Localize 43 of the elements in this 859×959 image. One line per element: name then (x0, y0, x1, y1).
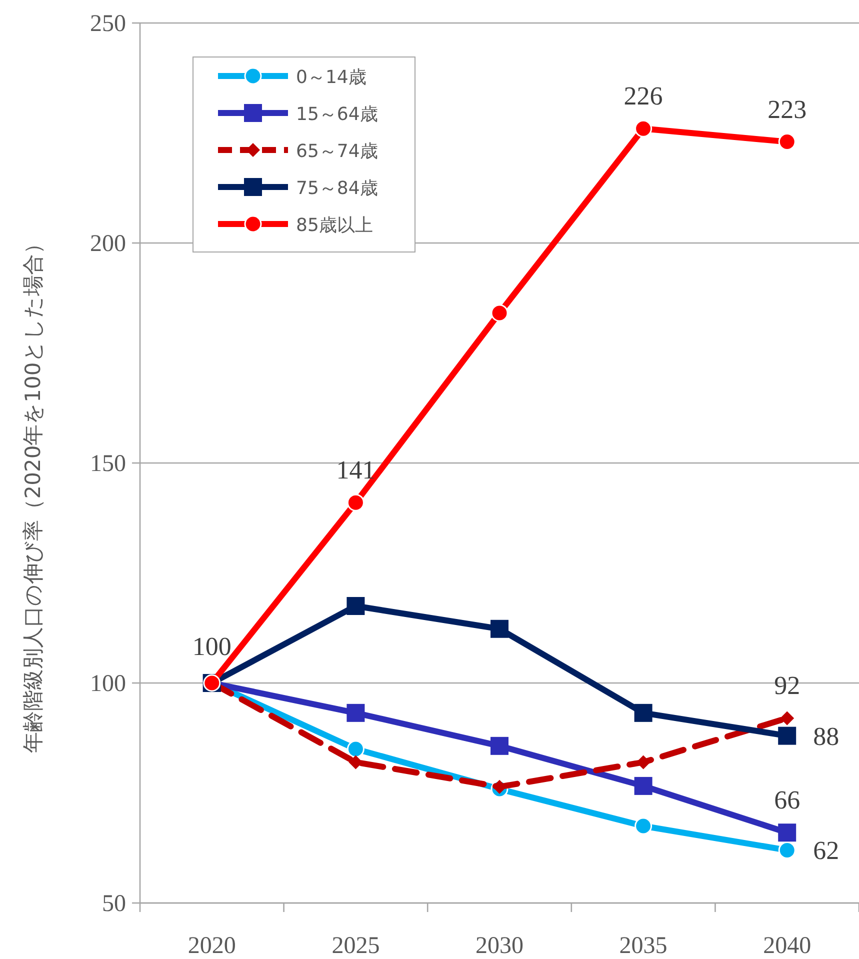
point (778, 726, 796, 745)
data-label: 100 (192, 632, 232, 661)
y-tick-label: 100 (90, 671, 126, 697)
point (346, 740, 364, 758)
y-axis-title: 年齢階級別人口の伸び率（2020年を100とした場合） (21, 233, 45, 753)
data-label: 223 (768, 94, 807, 124)
legend-label: 0～14歳 (296, 67, 366, 88)
point (636, 755, 650, 770)
legend-label: 65～74歳 (296, 141, 378, 162)
point (634, 776, 652, 795)
data-label: 226 (624, 82, 663, 111)
legend-label: 85歳以上 (296, 215, 373, 236)
data-label: 66 (774, 786, 800, 815)
point (490, 620, 508, 638)
point (634, 120, 652, 138)
point (492, 780, 506, 794)
point (778, 824, 796, 842)
point (346, 597, 365, 615)
point (778, 133, 796, 151)
point (346, 494, 364, 512)
point (634, 817, 652, 835)
y-tick-label: 250 (90, 11, 126, 37)
x-tick-label: 2020 (188, 933, 236, 959)
x-tick-label: 2040 (763, 933, 812, 959)
y-tick-label: 200 (90, 231, 126, 257)
legend-label: 15～64歳 (296, 104, 378, 125)
point (346, 704, 365, 722)
y-tick-label: 150 (90, 451, 126, 477)
data-label: 62 (813, 836, 840, 866)
x-tick-label: 2030 (476, 933, 524, 959)
point (490, 736, 508, 755)
data-label: 141 (336, 456, 376, 485)
x-tick-label: 2025 (332, 933, 380, 959)
data-label: 92 (774, 671, 800, 700)
data-label: 88 (813, 722, 840, 751)
point (348, 755, 363, 770)
point (778, 841, 796, 859)
legend-label: 75～84歳 (296, 178, 378, 199)
point (490, 304, 508, 322)
y-tick-label: 50 (102, 891, 126, 917)
point (634, 704, 652, 722)
point (780, 711, 794, 726)
x-tick-label: 2035 (619, 933, 668, 959)
